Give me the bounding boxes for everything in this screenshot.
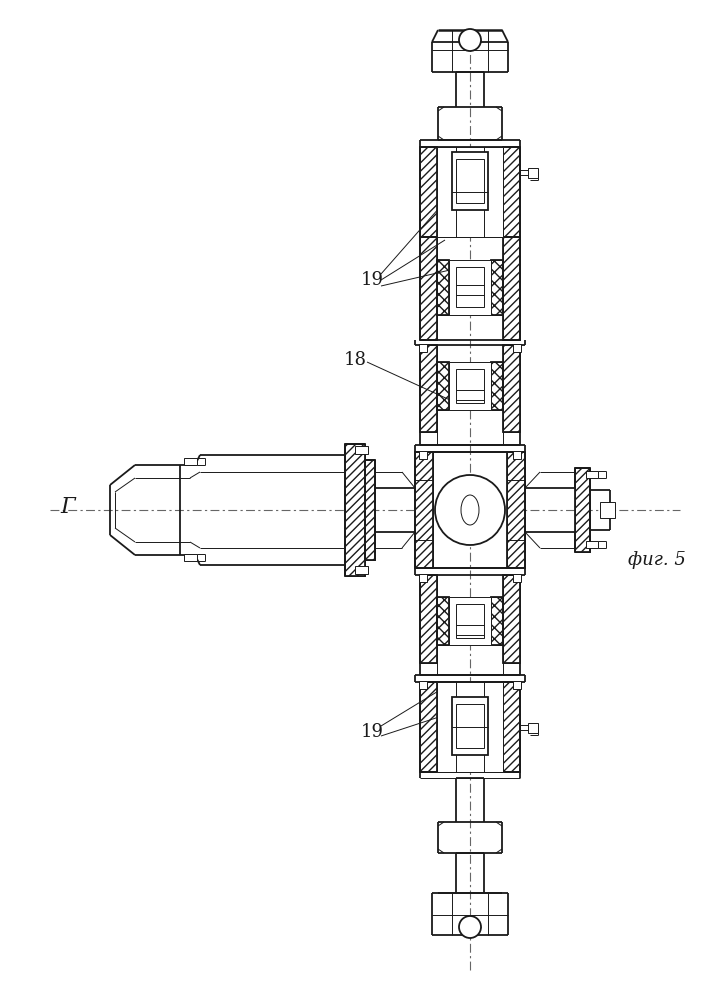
Bar [503,345,520,432]
Bar [437,260,449,315]
Bar [449,260,491,315]
Bar [503,237,520,340]
Bar [437,147,503,237]
Text: Г: Г [61,496,76,518]
Bar [449,597,491,645]
Bar [419,451,427,459]
Bar [507,452,525,568]
Bar [491,260,503,315]
Bar [491,362,503,410]
Bar [420,147,437,237]
Bar [452,152,488,210]
Bar [420,575,437,663]
Text: 19: 19 [361,723,383,741]
Bar [345,444,365,576]
Bar [528,168,538,178]
Bar [513,574,521,582]
Bar [437,362,449,410]
Bar [575,468,590,552]
Circle shape [459,916,481,938]
Bar [456,604,484,638]
Bar [437,597,449,645]
Bar [491,597,503,645]
Bar [437,362,449,410]
Bar [184,458,197,465]
Bar [355,566,368,574]
Bar [420,682,437,772]
Bar [420,575,437,663]
Bar [420,345,437,432]
Bar [365,460,375,560]
Circle shape [459,29,481,51]
Bar [491,597,503,645]
Ellipse shape [461,495,479,525]
Bar [586,541,598,548]
Bar [503,682,520,772]
Bar [420,345,437,432]
Bar [513,344,521,352]
Bar [507,452,525,568]
Bar [456,369,484,403]
Bar [575,468,590,552]
Bar [513,451,521,459]
Bar [503,147,520,237]
Bar [503,682,520,772]
Bar [419,681,427,689]
Bar [503,147,520,237]
Bar [456,267,484,307]
Bar [528,723,538,733]
Bar [437,260,449,315]
Bar [437,682,503,772]
Bar [420,147,437,237]
Bar [365,460,375,560]
Bar [456,704,484,748]
Bar [355,446,368,454]
Bar [420,237,437,340]
Bar [503,575,520,663]
Bar [600,502,615,518]
Bar [420,237,437,340]
Text: 18: 18 [344,351,366,369]
Text: 19: 19 [361,271,383,289]
Text: фиг. 5: фиг. 5 [628,551,686,569]
Bar [345,444,365,576]
Bar [419,574,427,582]
Bar [586,471,598,478]
Bar [419,344,427,352]
Bar [184,554,197,561]
Bar [503,237,520,340]
Bar [415,452,433,568]
Bar [491,260,503,315]
Bar [420,682,437,772]
Bar [503,575,520,663]
Bar [437,597,449,645]
Bar [491,362,503,410]
Bar [513,681,521,689]
Bar [415,452,433,568]
Circle shape [435,475,505,545]
Bar [503,345,520,432]
Bar [452,697,488,755]
Bar [449,362,491,410]
Bar [456,159,484,203]
